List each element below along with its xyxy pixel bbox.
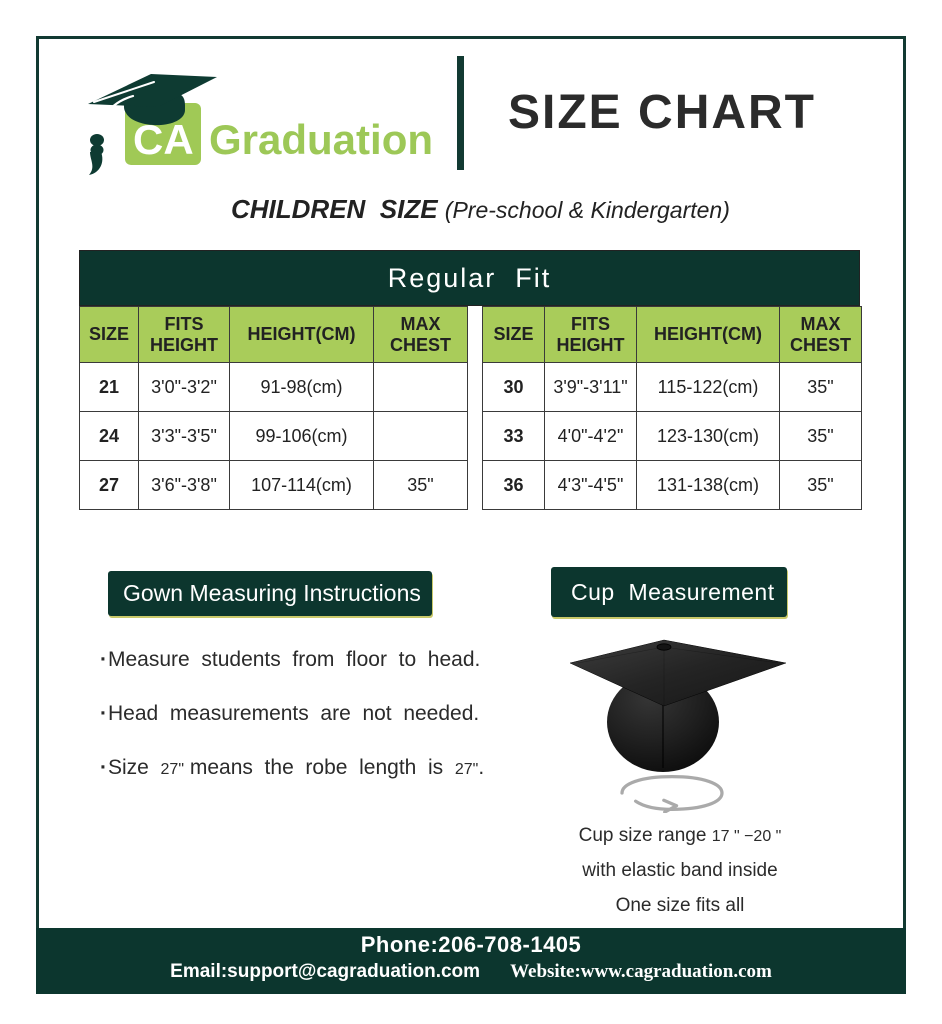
svg-text:CA: CA — [133, 116, 194, 163]
svg-text:Graduation: Graduation — [209, 116, 433, 163]
